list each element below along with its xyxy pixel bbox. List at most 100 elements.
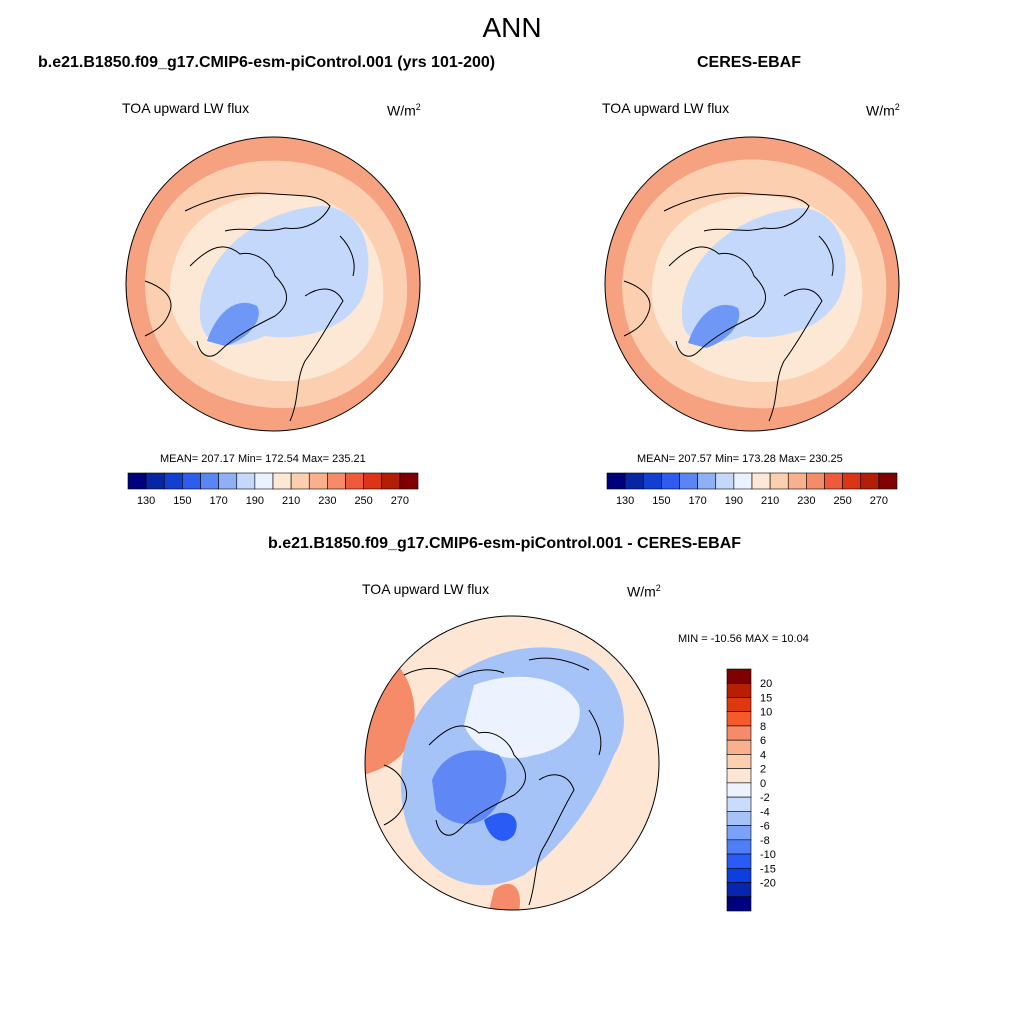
model-colorbar-box bbox=[127, 472, 147, 490]
diff-colorbar-box bbox=[726, 811, 752, 826]
model-colorbar-box bbox=[363, 472, 383, 490]
model-map-boundary bbox=[125, 136, 421, 432]
model-colorbar-tick-label: 150 bbox=[173, 495, 191, 507]
obs-colorbar-box bbox=[787, 472, 807, 490]
model-colorbar-tick-label: 230 bbox=[318, 495, 336, 507]
obs-colorbar-tick-label: 210 bbox=[761, 495, 779, 507]
model-colorbar-box bbox=[345, 472, 364, 490]
diff-colorbar-box bbox=[726, 882, 752, 898]
obs-colorbar-box bbox=[824, 472, 843, 490]
obs-map-boundary bbox=[604, 136, 900, 432]
diff-colorbar-box bbox=[726, 668, 752, 684]
obs-colorbar-box bbox=[806, 472, 825, 490]
model-colorbar-box bbox=[236, 472, 256, 490]
diff-colorbar-tick-label: -15 bbox=[760, 863, 776, 875]
diff-polar-map bbox=[364, 615, 660, 911]
obs-field-hot bbox=[605, 406, 642, 431]
model-colorbar-box bbox=[200, 472, 219, 490]
obs-colorbar-tick-label: 130 bbox=[616, 495, 634, 507]
diff-panel-title: b.e21.B1850.f09_g17.CMIP6-esm-piControl.… bbox=[268, 535, 742, 552]
obs-colorbar-box bbox=[679, 472, 698, 490]
obs-colorbar-box bbox=[697, 472, 717, 490]
obs-colorbar-tick-label: 170 bbox=[688, 495, 706, 507]
diff-colorbar-tick-label: -10 bbox=[760, 849, 776, 861]
diff-colorbar-box bbox=[726, 853, 752, 869]
diff-colorbar-box bbox=[726, 711, 752, 727]
diff-field-hot bbox=[489, 884, 520, 910]
obs-panel-title: CERES-EBAF bbox=[697, 54, 802, 71]
model-colorbar-box bbox=[290, 472, 310, 490]
model-colorbar-tick-label: 170 bbox=[209, 495, 227, 507]
obs-colorbar-box bbox=[751, 472, 771, 490]
obs-colorbar-box bbox=[606, 472, 626, 490]
obs-colorbar-box bbox=[842, 472, 862, 490]
diff-map-boundary bbox=[364, 615, 660, 911]
obs-colorbar-tick-label: 250 bbox=[833, 495, 851, 507]
diff-colorbar-tick-label: -6 bbox=[760, 821, 770, 833]
diff-field-cold bbox=[432, 750, 507, 825]
diff-colorbar-tick-label: 2 bbox=[760, 764, 766, 776]
model-panel-title: b.e21.B1850.f09_g17.CMIP6-esm-piControl.… bbox=[38, 54, 496, 71]
model-colorbar-box bbox=[182, 472, 201, 490]
obs-colorbar-tick-label: 270 bbox=[870, 495, 888, 507]
diff-colorbar-tick-label: -4 bbox=[760, 806, 770, 818]
obs-variable-label: TOA upward LW flux bbox=[602, 100, 730, 116]
diff-colorbar-box bbox=[726, 896, 752, 912]
diff-colorbar-box bbox=[726, 725, 752, 741]
model-colorbar-tick-label: 250 bbox=[354, 495, 372, 507]
model-colorbar-box bbox=[381, 472, 401, 490]
obs-colorbar-box bbox=[715, 472, 735, 490]
diff-colorbar-tick-label: -2 bbox=[760, 792, 770, 804]
obs-colorbar-box bbox=[769, 472, 789, 490]
obs-colorbar-box bbox=[733, 472, 753, 490]
obs-colorbar-tick-label: 230 bbox=[797, 495, 815, 507]
figure-title: ANN bbox=[482, 12, 542, 43]
diff-colorbar-tick-label: 4 bbox=[760, 749, 766, 761]
model-colorbar-tick-label: 210 bbox=[282, 495, 300, 507]
diff-stats: MIN = -10.56 MAX = 10.04 bbox=[678, 633, 809, 645]
obs-stats: MEAN= 207.57 Min= 173.28 Max= 230.25 bbox=[637, 453, 843, 465]
diff-colorbar-tick-label: 20 bbox=[760, 678, 772, 690]
diff-colorbar-box bbox=[726, 796, 752, 812]
diff-colorbar-box bbox=[726, 682, 752, 698]
model-colorbar-box bbox=[308, 472, 328, 490]
diff-colorbar-box bbox=[726, 768, 752, 784]
diff-colorbar-box bbox=[726, 867, 752, 883]
diff-field-neutral bbox=[464, 676, 580, 759]
obs-colorbar-tick-label: 190 bbox=[725, 495, 743, 507]
diff-colorbar-box bbox=[726, 839, 752, 855]
model-colorbar-box bbox=[327, 472, 346, 490]
model-colorbar-box bbox=[218, 472, 238, 490]
diff-colorbar-box bbox=[726, 739, 752, 755]
obs-colorbar-tick-label: 150 bbox=[652, 495, 670, 507]
model-units-label: W/m2 bbox=[387, 102, 421, 119]
model-colorbar-tick-label: 190 bbox=[246, 495, 264, 507]
model-stats: MEAN= 207.17 Min= 172.54 Max= 235.21 bbox=[160, 453, 366, 465]
diff-colorbar-tick-label: 0 bbox=[760, 778, 766, 790]
obs-polar-map bbox=[604, 136, 900, 432]
obs-colorbar-box bbox=[624, 472, 644, 490]
diff-colorbar-box bbox=[726, 782, 752, 798]
diff-colorbar-tick-label: 10 bbox=[760, 707, 772, 719]
model-colorbar-box bbox=[272, 472, 292, 490]
diff-colorbar-tick-label: 6 bbox=[760, 735, 766, 747]
model-variable-label: TOA upward LW flux bbox=[122, 100, 250, 116]
diff-variable-label: TOA upward LW flux bbox=[362, 581, 490, 597]
diff-colorbar-tick-label: 8 bbox=[760, 721, 766, 733]
model-colorbar-box bbox=[254, 472, 274, 490]
model-colorbar-box bbox=[399, 472, 419, 490]
model-colorbar-box bbox=[163, 472, 183, 490]
model-field-hot bbox=[126, 406, 163, 431]
obs-field-cold bbox=[688, 304, 740, 348]
diff-colorbar-tick-label: -20 bbox=[760, 878, 776, 890]
model-colorbar-tick-label: 130 bbox=[137, 495, 155, 507]
obs-colorbar: 130 150 170 190 210 230 250 270 bbox=[606, 472, 898, 507]
diff-field-coldest bbox=[484, 812, 517, 841]
diff-colorbar-box bbox=[726, 754, 752, 769]
obs-colorbar-box bbox=[878, 472, 898, 490]
model-field-cold bbox=[207, 302, 259, 346]
model-colorbar: 130 150 170 190 210 230 250 270 bbox=[127, 472, 419, 507]
obs-units-label: W/m2 bbox=[866, 102, 900, 119]
diff-colorbar-tick-label: -8 bbox=[760, 835, 770, 847]
